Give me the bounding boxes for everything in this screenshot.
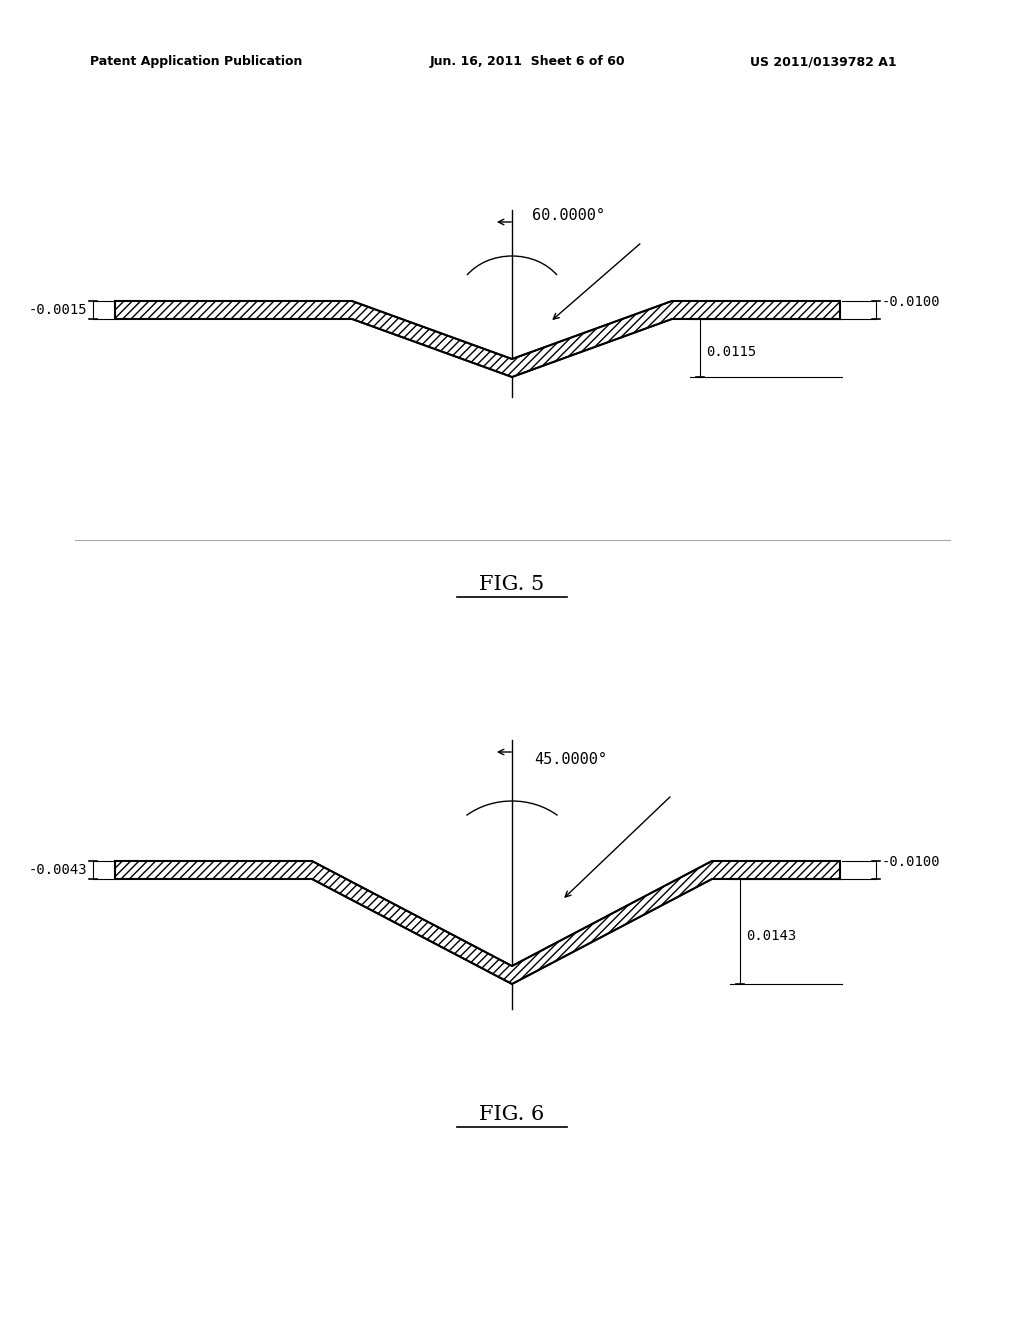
Text: -0.0043: -0.0043 [29,863,87,876]
Text: -0.0015: -0.0015 [29,304,87,317]
Text: -0.0100: -0.0100 [882,294,941,309]
Text: 0.0143: 0.0143 [746,928,797,942]
Text: FIG. 6: FIG. 6 [479,1106,545,1125]
Text: FIG. 5: FIG. 5 [479,576,545,594]
Text: Patent Application Publication: Patent Application Publication [90,55,302,69]
Polygon shape [115,861,840,983]
Text: -0.0100: -0.0100 [882,855,941,869]
Text: US 2011/0139782 A1: US 2011/0139782 A1 [750,55,897,69]
Text: 60.0000°: 60.0000° [532,207,605,223]
Text: 45.0000°: 45.0000° [534,752,607,767]
Text: Jun. 16, 2011  Sheet 6 of 60: Jun. 16, 2011 Sheet 6 of 60 [430,55,626,69]
Polygon shape [115,301,840,378]
Text: 0.0115: 0.0115 [706,345,757,359]
